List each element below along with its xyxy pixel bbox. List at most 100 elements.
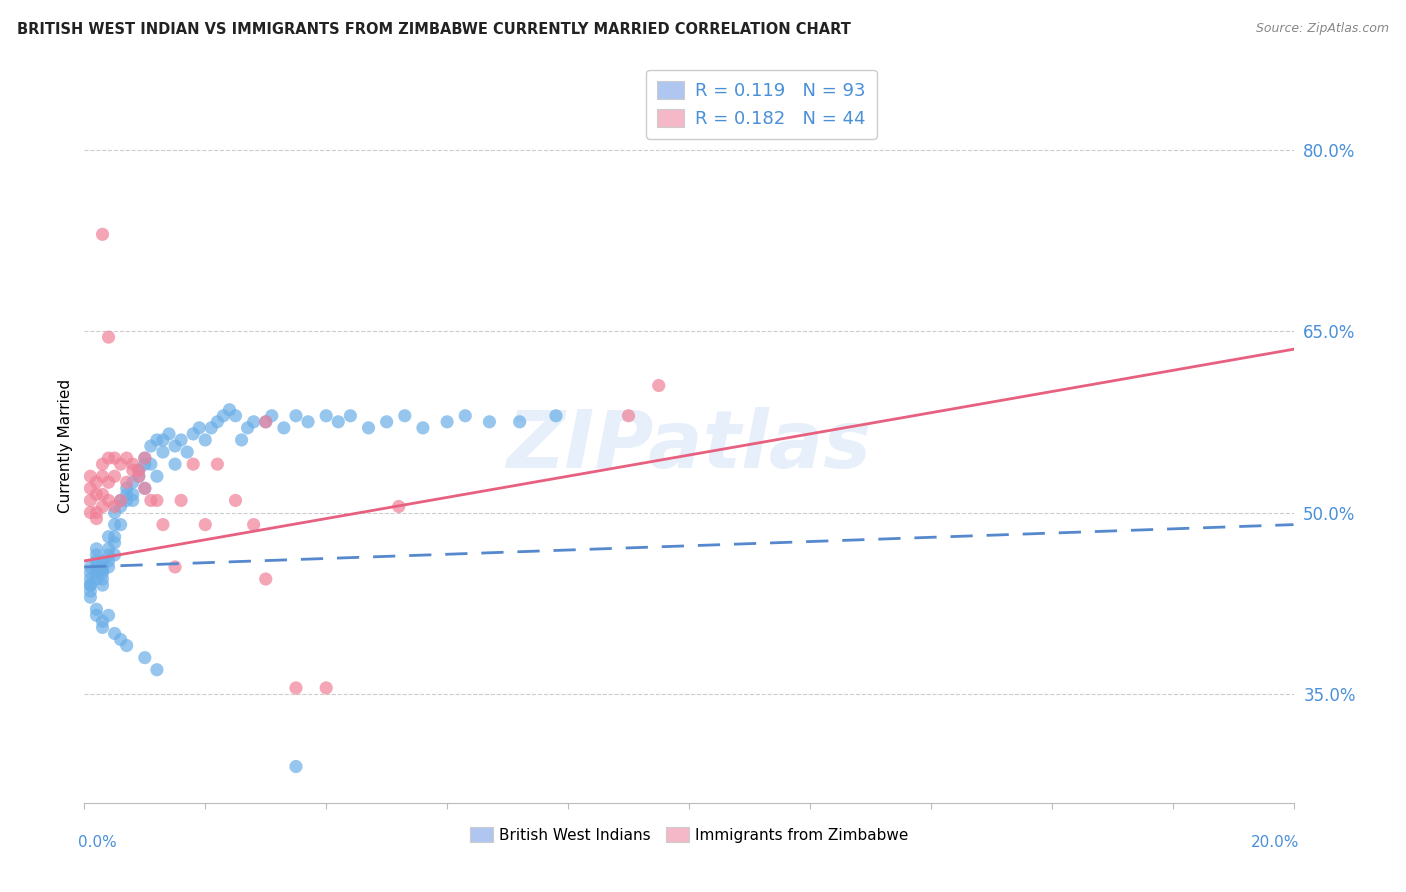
Point	[225, 493, 247, 508]
Point	[91, 566, 114, 580]
Point	[139, 457, 162, 471]
Point	[115, 487, 138, 501]
Point	[110, 500, 132, 514]
Point	[254, 415, 277, 429]
Point	[285, 681, 308, 695]
Point	[97, 330, 120, 344]
Point	[110, 517, 132, 532]
Point	[231, 433, 253, 447]
Point	[86, 487, 108, 501]
Point	[128, 469, 150, 483]
Point	[115, 481, 138, 495]
Point	[236, 421, 259, 435]
Point	[139, 493, 162, 508]
Point	[79, 469, 101, 483]
Point	[97, 560, 120, 574]
Point	[544, 409, 567, 423]
Point	[188, 421, 211, 435]
Point	[86, 572, 108, 586]
Point	[79, 506, 101, 520]
Point	[139, 439, 162, 453]
Point	[86, 475, 108, 490]
Point	[91, 469, 114, 483]
Point	[242, 517, 264, 532]
Point	[121, 493, 143, 508]
Point	[121, 487, 143, 501]
Point	[110, 493, 132, 508]
Point	[339, 409, 361, 423]
Point	[181, 457, 204, 471]
Point	[91, 560, 114, 574]
Point	[79, 481, 101, 495]
Point	[79, 493, 101, 508]
Point	[357, 421, 380, 435]
Point	[91, 487, 114, 501]
Legend: British West Indians, Immigrants from Zimbabwe: British West Indians, Immigrants from Zi…	[464, 821, 914, 848]
Point	[165, 457, 187, 471]
Point	[134, 481, 156, 495]
Point	[128, 469, 150, 483]
Point	[212, 409, 235, 423]
Point	[394, 409, 416, 423]
Point	[104, 517, 127, 532]
Point	[86, 560, 108, 574]
Point	[388, 500, 411, 514]
Point	[104, 500, 127, 514]
Point	[104, 535, 127, 549]
Point	[218, 402, 240, 417]
Point	[170, 433, 193, 447]
Point	[436, 415, 458, 429]
Point	[165, 439, 187, 453]
Point	[297, 415, 319, 429]
Point	[104, 530, 127, 544]
Point	[110, 632, 132, 647]
Point	[146, 493, 169, 508]
Point	[97, 530, 120, 544]
Point	[91, 227, 114, 242]
Point	[648, 378, 671, 392]
Point	[454, 409, 477, 423]
Point	[254, 415, 277, 429]
Point	[97, 548, 120, 562]
Point	[165, 560, 187, 574]
Point	[86, 602, 108, 616]
Point	[194, 517, 217, 532]
Point	[617, 409, 640, 423]
Point	[79, 578, 101, 592]
Point	[170, 493, 193, 508]
Point	[412, 421, 434, 435]
Point	[375, 415, 398, 429]
Point	[86, 566, 108, 580]
Point	[91, 554, 114, 568]
Y-axis label: Currently Married: Currently Married	[58, 379, 73, 513]
Point	[328, 415, 350, 429]
Point	[91, 615, 114, 629]
Point	[200, 421, 222, 435]
Point	[97, 554, 120, 568]
Point	[146, 663, 169, 677]
Point	[91, 578, 114, 592]
Point	[128, 463, 150, 477]
Point	[104, 626, 127, 640]
Point	[121, 475, 143, 490]
Point	[79, 566, 101, 580]
Point	[285, 409, 308, 423]
Point	[115, 493, 138, 508]
Point	[97, 475, 120, 490]
Point	[146, 469, 169, 483]
Point	[79, 560, 101, 574]
Point	[509, 415, 531, 429]
Point	[104, 451, 127, 466]
Point	[121, 463, 143, 477]
Point	[104, 548, 127, 562]
Point	[225, 409, 247, 423]
Point	[152, 445, 174, 459]
Text: Source: ZipAtlas.com: Source: ZipAtlas.com	[1256, 22, 1389, 36]
Point	[97, 608, 120, 623]
Point	[242, 415, 264, 429]
Point	[152, 517, 174, 532]
Point	[86, 608, 108, 623]
Point	[315, 681, 337, 695]
Point	[478, 415, 501, 429]
Point	[79, 578, 101, 592]
